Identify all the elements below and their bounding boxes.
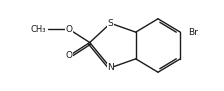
Text: O: O [65, 25, 72, 34]
Text: CH₃: CH₃ [30, 25, 46, 34]
Text: O: O [65, 51, 72, 60]
Text: S: S [108, 19, 113, 28]
Text: N: N [107, 63, 114, 72]
Text: Br: Br [189, 28, 198, 37]
